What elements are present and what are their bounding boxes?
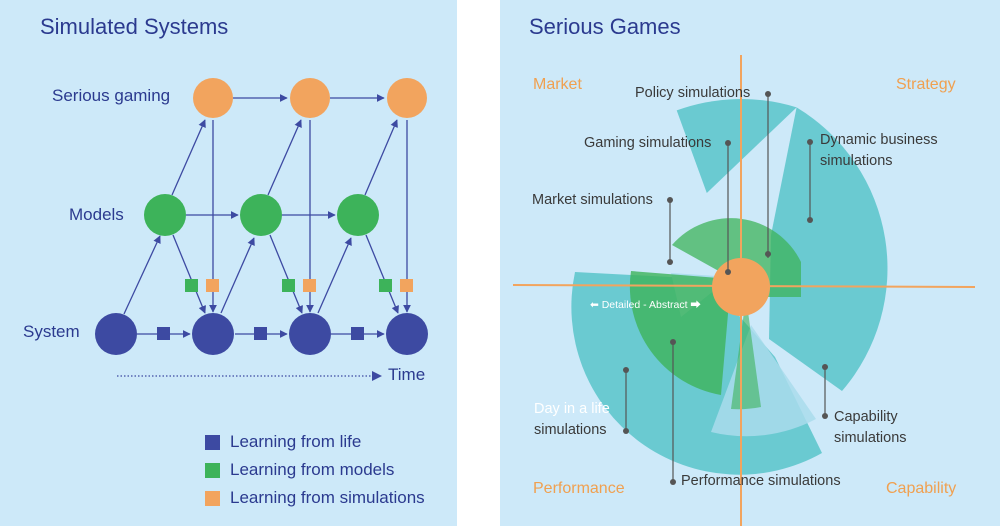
simulated-systems-diagram xyxy=(95,78,428,381)
legend-swatch-life xyxy=(205,434,220,450)
wedge-gaming-outer xyxy=(676,99,797,193)
marker-models-3 xyxy=(379,279,392,292)
horizontal-axis xyxy=(512,284,976,288)
edge-s2-m2 xyxy=(220,237,255,314)
node-system-4 xyxy=(386,313,428,355)
row-label-system: System xyxy=(23,322,80,341)
callout-dot-market-top xyxy=(667,197,673,203)
row-label-serious-gaming: Serious gaming xyxy=(52,86,171,105)
callout-capability-1: Capability xyxy=(834,409,898,425)
node-models-2 xyxy=(240,194,282,236)
wedge-gaming-green xyxy=(672,218,801,297)
callout-dot-day-bottom xyxy=(623,428,629,434)
callout-dot-gaming-bottom xyxy=(725,269,731,275)
node-serious-gaming-2 xyxy=(290,78,330,118)
marker-models-2 xyxy=(282,279,295,292)
node-system-1 xyxy=(95,313,137,355)
callout-dot-performance-bottom xyxy=(670,479,676,485)
node-serious-gaming-3 xyxy=(387,78,427,118)
edge-m2-s3 xyxy=(269,234,303,314)
node-system-2 xyxy=(192,313,234,355)
legend-label-life: Learning from life xyxy=(230,432,362,451)
node-serious-gaming-1 xyxy=(193,78,233,118)
wedge-performance-green xyxy=(629,271,731,395)
callout-dynamic-2: simulations xyxy=(820,153,893,169)
callout-dynamic-1: Dynamic business xyxy=(820,132,938,148)
legend-swatch-simulations xyxy=(205,490,220,506)
callout-day-2: simulations xyxy=(534,422,607,438)
edge-s1-m1 xyxy=(123,235,161,315)
serious-games-title: Serious Games xyxy=(529,14,681,39)
legend-label-models: Learning from models xyxy=(230,460,395,479)
legend-item-simulations: Learning from simulations xyxy=(205,487,425,509)
marker-life-2 xyxy=(254,327,267,340)
edge-m1-sg1 xyxy=(171,119,206,196)
callout-dot-gaming-top xyxy=(725,140,731,146)
legend-item-models: Learning from models xyxy=(205,459,394,481)
marker-sim-2 xyxy=(303,279,316,292)
marker-models-1 xyxy=(185,279,198,292)
callout-dot-policy-top xyxy=(765,91,771,97)
callout-dot-capability-bottom xyxy=(822,413,828,419)
marker-sim-3 xyxy=(400,279,413,292)
wedge-performance-green-2 xyxy=(731,297,761,410)
marker-life-3 xyxy=(351,327,364,340)
callout-lines xyxy=(625,94,826,482)
legend-item-life: Learning from life xyxy=(205,431,361,453)
marker-sim-1 xyxy=(206,279,219,292)
time-axis-arrowhead xyxy=(372,371,382,381)
callout-dot-market-bottom xyxy=(667,259,673,265)
quadrant-market: Market xyxy=(533,76,582,93)
edge-m1-s2 xyxy=(172,234,206,314)
callout-gaming: Gaming simulations xyxy=(584,135,712,151)
edge-m3-sg3 xyxy=(364,119,398,196)
callout-dot-dynamic-bottom xyxy=(807,217,813,223)
node-system-3 xyxy=(289,313,331,355)
callout-dot-dynamic-top xyxy=(807,139,813,145)
node-models-1 xyxy=(144,194,186,236)
legend-swatch-models xyxy=(205,462,220,478)
callout-market: Market simulations xyxy=(532,192,653,208)
callout-dot-policy-bottom xyxy=(765,251,771,257)
row-label-models: Models xyxy=(69,205,124,224)
simulated-systems-title: Simulated Systems xyxy=(40,14,229,39)
edge-m3-s4 xyxy=(365,234,399,314)
wedge-dynamic-business xyxy=(769,107,888,391)
callout-day-1: Day in a life xyxy=(534,401,610,417)
marker-life-1 xyxy=(157,327,170,340)
quadrant-strategy: Strategy xyxy=(896,76,956,93)
quadrant-capability: Capability xyxy=(886,480,957,497)
edge-m2-sg2 xyxy=(267,119,302,196)
callout-policy: Policy simulations xyxy=(635,85,751,101)
callout-dot-capability-top xyxy=(822,364,828,370)
callout-dot-day-top xyxy=(623,367,629,373)
edge-s3-m3 xyxy=(317,237,352,314)
callout-capability-2: simulations xyxy=(834,430,907,446)
callout-performance: Performance simulations xyxy=(681,473,841,489)
callout-dot-performance-top xyxy=(670,339,676,345)
detailed-abstract-label: ⬅ Detailed - Abstract ⮕ xyxy=(590,299,701,311)
legend-label-simulations: Learning from simulations xyxy=(230,488,425,507)
quadrant-performance: Performance xyxy=(533,480,625,497)
time-label: Time xyxy=(388,365,426,384)
node-models-3 xyxy=(337,194,379,236)
